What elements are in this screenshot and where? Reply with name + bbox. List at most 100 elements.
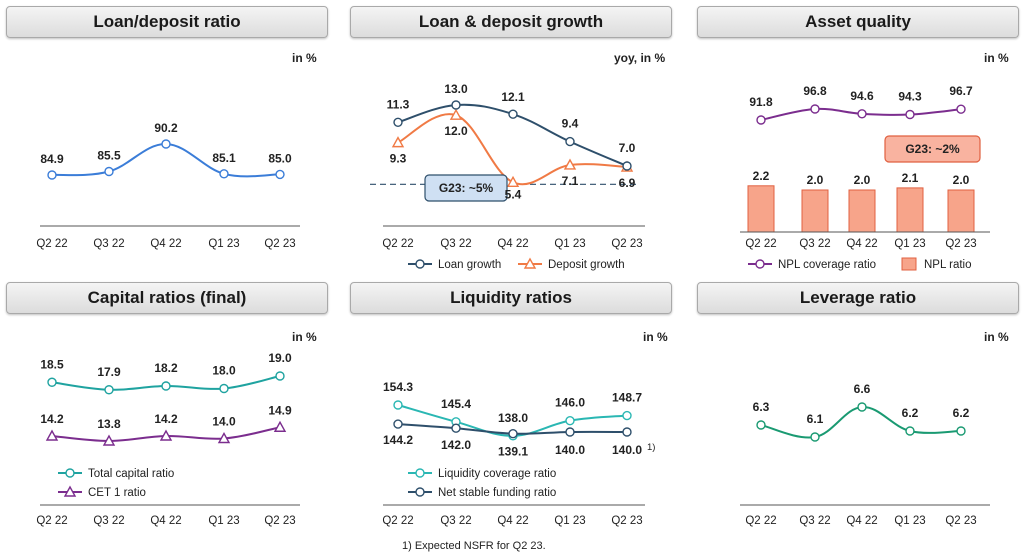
loan-deposit-ratio-x-tick-label: Q3 22 bbox=[93, 238, 124, 250]
asset-quality-data-point bbox=[956, 104, 966, 114]
footnote: 1) Expected NSFR for Q2 23. bbox=[402, 540, 546, 552]
asset-quality-bar-label: 2.0 bbox=[807, 173, 824, 187]
loan-deposit-ratio-data-label: 85.1 bbox=[212, 151, 236, 165]
loan-deposit-growth-x-tick-label: Q1 23 bbox=[554, 238, 585, 250]
asset-quality-x-tick-label: Q4 22 bbox=[846, 238, 877, 250]
loan-deposit-growth-series-line-1 bbox=[397, 113, 628, 186]
loan-deposit-growth-legend-label: Loan growth bbox=[438, 259, 501, 271]
liquidity-ratios-data-label: 146.0 bbox=[555, 396, 585, 410]
asset-quality-bar-label: 2.0 bbox=[854, 173, 871, 187]
loan-deposit-growth-data-point bbox=[391, 136, 405, 148]
loan-deposit-growth-data-point bbox=[449, 108, 463, 120]
capital-ratios-x-tick-label: Q2 23 bbox=[264, 515, 295, 527]
capital-ratios-data-label: 14.2 bbox=[40, 412, 64, 426]
asset-quality-bar-label: 2.2 bbox=[753, 169, 770, 183]
loan-deposit-ratio-data-label: 84.9 bbox=[40, 152, 64, 166]
liquidity-ratios-x-tick-label: Q1 23 bbox=[554, 515, 585, 527]
liquidity-ratios-data-point bbox=[622, 410, 632, 421]
asset-quality-data-label: 94.6 bbox=[850, 89, 874, 103]
liquidity-ratios-data-label: 148.7 bbox=[612, 391, 642, 405]
asset-quality-bar bbox=[747, 185, 775, 233]
loan-deposit-growth-data-label: 7.1 bbox=[562, 174, 579, 188]
capital-ratios-data-point bbox=[273, 420, 287, 432]
liquidity-ratios-data-label: 140.0 bbox=[555, 443, 585, 457]
capital-ratios-data-point bbox=[161, 381, 171, 391]
loan-deposit-growth-data-point bbox=[451, 100, 461, 110]
loan-deposit-growth-data-label: 5.4 bbox=[505, 187, 522, 201]
asset-quality-data-point bbox=[756, 115, 766, 125]
leverage-ratio-x-tick-label: Q1 23 bbox=[894, 515, 925, 527]
loan-deposit-growth-data-point bbox=[508, 109, 518, 119]
asset-quality-bar-label: 2.0 bbox=[953, 173, 970, 187]
leverage-ratio-data-point bbox=[905, 426, 915, 436]
asset-quality-guidance-box bbox=[884, 135, 981, 163]
loan-deposit-ratio-data-point bbox=[275, 169, 285, 180]
loan-deposit-ratio-data-label: 90.2 bbox=[154, 121, 178, 135]
liquidity-ratios-data-point bbox=[508, 428, 518, 439]
liquidity-ratios-data-label: 139.1 bbox=[498, 445, 528, 459]
capital-ratios-data-point bbox=[217, 432, 231, 444]
asset-quality-bar bbox=[848, 189, 876, 233]
capital-ratios-data-label: 17.9 bbox=[97, 365, 121, 379]
unit-loan-deposit-growth: yoy, in % bbox=[614, 51, 666, 65]
liquidity-ratios-data-label: 145.4 bbox=[441, 397, 471, 411]
leverage-ratio-data-point bbox=[810, 432, 820, 442]
liquidity-ratios-legend-marker bbox=[415, 468, 425, 478]
liquidity-ratios-data-label: 140.0 bbox=[612, 443, 642, 457]
asset-quality-bar bbox=[801, 189, 829, 233]
asset-quality-x-tick-label: Q2 22 bbox=[745, 238, 776, 250]
liquidity-ratios-x-tick-label: Q3 22 bbox=[440, 515, 471, 527]
asset-quality-data-label: 96.7 bbox=[949, 84, 973, 98]
leverage-ratio-x-tick-label: Q4 22 bbox=[846, 515, 877, 527]
capital-ratios-x-tick-label: Q2 22 bbox=[36, 515, 67, 527]
leverage-ratio-data-label: 6.6 bbox=[854, 382, 871, 396]
loan-deposit-growth-data-label: 13.0 bbox=[444, 82, 468, 96]
capital-ratios-data-point bbox=[159, 429, 173, 441]
leverage-ratio-x-tick-label: Q2 23 bbox=[945, 515, 976, 527]
loan-deposit-ratio-data-point bbox=[47, 170, 57, 180]
leverage-ratio-data-label: 6.2 bbox=[902, 406, 919, 420]
leverage-ratio-data-label: 6.3 bbox=[753, 400, 770, 414]
capital-ratios-data-label: 19.0 bbox=[268, 351, 292, 365]
loan-deposit-growth-data-point bbox=[622, 161, 632, 171]
liquidity-ratios-data-point bbox=[565, 415, 575, 426]
loan-deposit-growth-data-point bbox=[565, 136, 575, 147]
loan-deposit-growth-data-point bbox=[563, 158, 577, 170]
panel-title-loan-deposit-growth: Loan & deposit growth bbox=[350, 6, 672, 38]
loan-deposit-ratio-x-tick-label: Q2 23 bbox=[264, 238, 295, 250]
loan-deposit-growth-data-point bbox=[393, 117, 403, 127]
capital-ratios-data-label: 18.0 bbox=[212, 364, 236, 378]
asset-quality-data-point bbox=[810, 104, 820, 114]
liquidity-ratios-data-point bbox=[393, 400, 403, 410]
capital-ratios-legend-marker bbox=[65, 468, 75, 478]
leverage-ratio-data-point bbox=[857, 402, 867, 412]
capital-ratios-data-point bbox=[104, 385, 114, 395]
loan-deposit-ratio-x-tick-label: Q1 23 bbox=[208, 238, 239, 250]
capital-ratios-x-tick-label: Q4 22 bbox=[150, 515, 181, 527]
loan-deposit-growth-legend-marker bbox=[523, 257, 537, 269]
loan-deposit-ratio-data-point bbox=[104, 166, 114, 177]
loan-deposit-ratio-data-label: 85.5 bbox=[97, 148, 121, 162]
capital-ratios-data-label: 14.0 bbox=[212, 415, 236, 429]
asset-quality-x-tick-label: Q2 23 bbox=[945, 238, 976, 250]
capital-ratios-x-tick-label: Q1 23 bbox=[208, 515, 239, 527]
liquidity-ratios-x-tick-label: Q2 23 bbox=[611, 515, 642, 527]
loan-deposit-growth-x-tick-label: Q3 22 bbox=[440, 238, 471, 250]
liquidity-ratios-data-point bbox=[451, 423, 461, 433]
liquidity-ratios-data-point bbox=[393, 419, 403, 429]
liquidity-ratios-data-point bbox=[622, 427, 632, 437]
capital-ratios-data-point bbox=[275, 371, 285, 381]
panel-title-liquidity-ratios: Liquidity ratios bbox=[350, 282, 672, 314]
leverage-ratio-data-label: 6.1 bbox=[807, 412, 824, 426]
loan-deposit-growth-data-point bbox=[506, 175, 520, 187]
capital-ratios-legend-label: Total capital ratio bbox=[88, 468, 174, 480]
liquidity-ratios-data-label: 144.2 bbox=[383, 433, 413, 447]
capital-ratios-data-label: 18.2 bbox=[154, 361, 178, 375]
loan-deposit-growth-data-label: 12.0 bbox=[444, 124, 468, 138]
unit-leverage-ratio: in % bbox=[984, 330, 1009, 344]
loan-deposit-growth-x-tick-label: Q4 22 bbox=[497, 238, 528, 250]
liquidity-ratios-data-point bbox=[565, 427, 575, 437]
asset-quality-bar bbox=[896, 187, 924, 233]
loan-deposit-growth-x-tick-label: Q2 23 bbox=[611, 238, 642, 250]
asset-quality-legend-label: NPL ratio bbox=[924, 259, 972, 271]
